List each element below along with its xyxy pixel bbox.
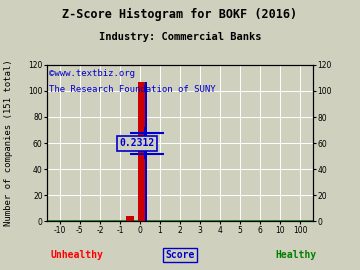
Bar: [145, 176, 147, 221]
Bar: [145, 82, 147, 221]
Text: 0.2312: 0.2312: [119, 138, 154, 148]
Text: Unhealthy: Unhealthy: [50, 250, 103, 260]
Bar: [126, 216, 134, 221]
Bar: [138, 82, 146, 221]
Text: Healthy: Healthy: [276, 250, 317, 260]
Text: Z-Score Histogram for BOKF (2016): Z-Score Histogram for BOKF (2016): [62, 8, 298, 21]
Text: Number of companies (151 total): Number of companies (151 total): [4, 60, 13, 227]
Text: The Research Foundation of SUNY: The Research Foundation of SUNY: [49, 85, 216, 94]
Text: Score: Score: [165, 250, 195, 260]
Text: ©www.textbiz.org: ©www.textbiz.org: [49, 69, 135, 79]
Text: Industry: Commercial Banks: Industry: Commercial Banks: [99, 32, 261, 42]
